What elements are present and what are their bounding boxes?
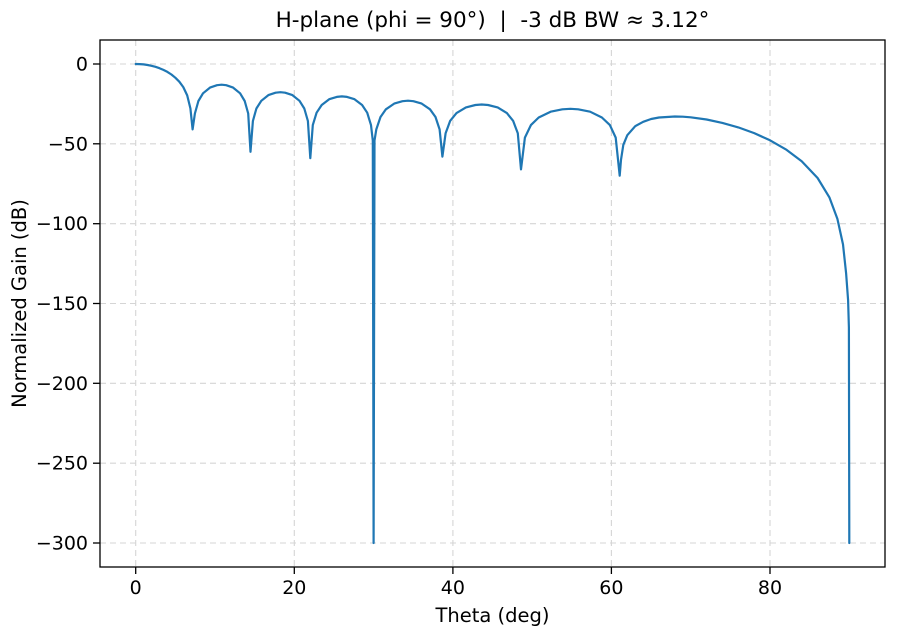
y-tick-label: −250 [36, 453, 88, 475]
x-tick-label: 0 [130, 577, 142, 599]
x-tick-label: 20 [282, 577, 306, 599]
y-tick-label: −50 [48, 133, 88, 155]
y-tick-label: 0 [76, 54, 88, 76]
y-tick-label: −100 [36, 213, 88, 235]
x-tick-label: 80 [758, 577, 782, 599]
chart-title: H-plane (phi = 90°) | -3 dB BW ≈ 3.12° [276, 8, 710, 33]
y-tick-label: −200 [36, 373, 88, 395]
x-tick-label: 60 [599, 577, 623, 599]
y-tick-label: −150 [36, 293, 88, 315]
tick-layer: 0 20 40 60 80 0 −50 −100 −150 −200 −250 −300 [36, 54, 782, 600]
x-tick-label: 40 [441, 577, 465, 599]
x-axis-label: Theta (deg) [434, 604, 549, 627]
y-tick-label: −300 [36, 533, 88, 555]
y-axis-label: Normalized Gain (dB) [8, 199, 31, 408]
grid-layer [100, 40, 885, 567]
gain-curve [134, 62, 851, 545]
